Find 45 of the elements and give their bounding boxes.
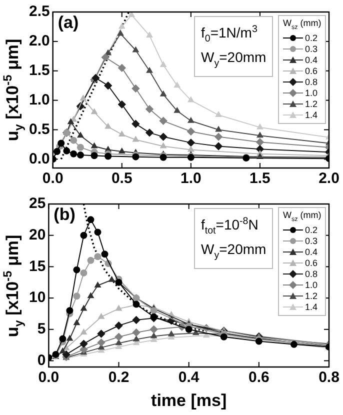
- chart-title: (b): [54, 205, 76, 225]
- annotation: W$_{y}$=20mm: [201, 48, 266, 72]
- x-tick-label: 0.4: [178, 369, 200, 386]
- x-tick-label: 2.0: [318, 170, 340, 188]
- y-tick-label: 1.5: [28, 62, 50, 80]
- legend-label: 0.6: [305, 258, 318, 269]
- annotation: f$_{tot}$=10$^{-8}$N: [201, 215, 260, 238]
- legend-label: 0.2: [305, 32, 318, 44]
- y-tick-label: 5: [37, 320, 46, 338]
- legend-label: 0.8: [305, 268, 318, 280]
- legend-label: 1.2: [305, 290, 318, 302]
- y-tick-label: 0.0: [28, 150, 50, 168]
- legend-label: 0.8: [305, 76, 318, 88]
- x-tick-label: 0.2: [108, 369, 130, 386]
- y-tick-label: 0: [37, 352, 46, 369]
- y-tick-label: 1.0: [28, 91, 50, 108]
- y-tick-label: 0.5: [28, 120, 50, 138]
- legend-label: 1.4: [305, 110, 318, 121]
- legend-label: 0.6: [305, 66, 318, 77]
- legend-label: 1.4: [305, 302, 318, 313]
- legend-label: 0.3: [305, 236, 318, 247]
- x-tick-label: 0.6: [248, 369, 270, 386]
- y-tick-label: 2.5: [28, 3, 50, 20]
- legend-label: 1.0: [305, 280, 318, 291]
- x-axis-title: time [ms]: [151, 391, 227, 411]
- x-tick-label: 1.0: [180, 170, 202, 188]
- y-tick-label: 25: [28, 195, 46, 212]
- legend-title: W$_{sz}$ (mm): [283, 210, 322, 225]
- y-tick-label: 2.0: [28, 32, 50, 50]
- legend-label: 0.2: [305, 224, 318, 236]
- y-tick-label: 20: [28, 226, 46, 244]
- y-tick-label: 15: [28, 258, 46, 275]
- legend-label: 1.2: [305, 98, 318, 110]
- annotation: W$_{y}$=20mm: [201, 240, 266, 264]
- legend-label: 0.4: [305, 246, 318, 258]
- annotation: f$_{0}$=1N/m$^{3}$: [201, 23, 258, 46]
- y-tick-label: 10: [28, 289, 46, 306]
- x-tick-label: 0.5: [111, 170, 132, 188]
- legend-label: 0.4: [305, 54, 318, 66]
- x-tick-label: 0.8: [318, 369, 340, 386]
- x-tick-label: 1.5: [250, 170, 270, 188]
- chart-title: (a): [58, 13, 79, 33]
- legend-title: W$_{sz}$ (mm): [283, 18, 322, 33]
- legend-label: 0.3: [305, 44, 318, 55]
- legend-label: 1.0: [305, 88, 318, 99]
